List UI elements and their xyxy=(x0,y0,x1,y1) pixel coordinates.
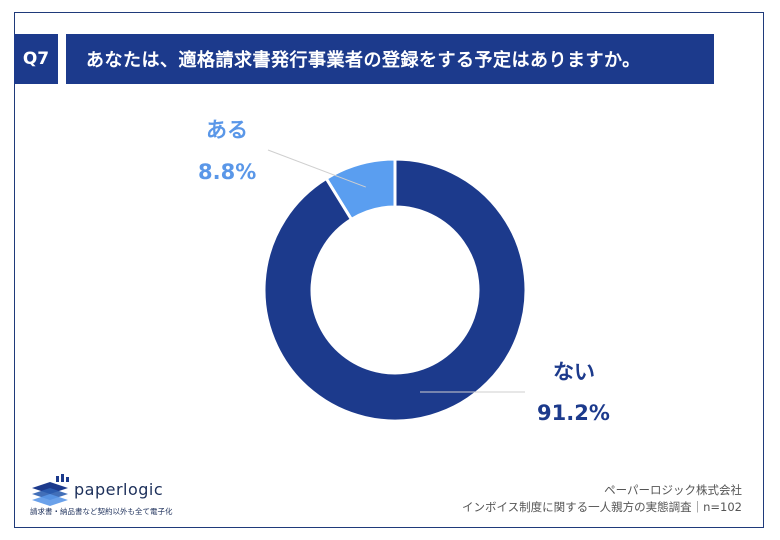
slice-value-nai: 91.2% xyxy=(537,401,610,425)
footer-survey: インボイス制度に関する一人親方の実態調査｜n=102 xyxy=(461,500,742,514)
logo-tagline: 請求書・納品書など契約以外も全て電子化 xyxy=(30,507,173,516)
question-title: あなたは、適格請求書発行事業者の登録をする予定はありますか。 xyxy=(66,34,714,84)
paperlogic-logo-mark-icon xyxy=(32,474,69,506)
page-frame xyxy=(14,12,764,528)
leader-line-aru xyxy=(267,149,366,188)
footer-company: ペーパーロジック株式会社 xyxy=(604,483,742,497)
footer-credit: ペーパーロジック株式会社 インボイス制度に関する一人親方の実態調査｜n=102 xyxy=(462,482,742,516)
donut-slice-0 xyxy=(262,157,528,423)
logo-wordmark: paperlogic xyxy=(74,480,164,499)
question-number-badge: Q7 xyxy=(14,34,58,84)
slice-value-aru: 8.8% xyxy=(198,160,257,184)
paperlogic-logo: paperlogic 請求書・納品書など契約以外も全て電子化 xyxy=(26,472,226,522)
slice-label-aru: ある xyxy=(206,118,248,142)
slice-label-nai: ない xyxy=(553,360,595,384)
